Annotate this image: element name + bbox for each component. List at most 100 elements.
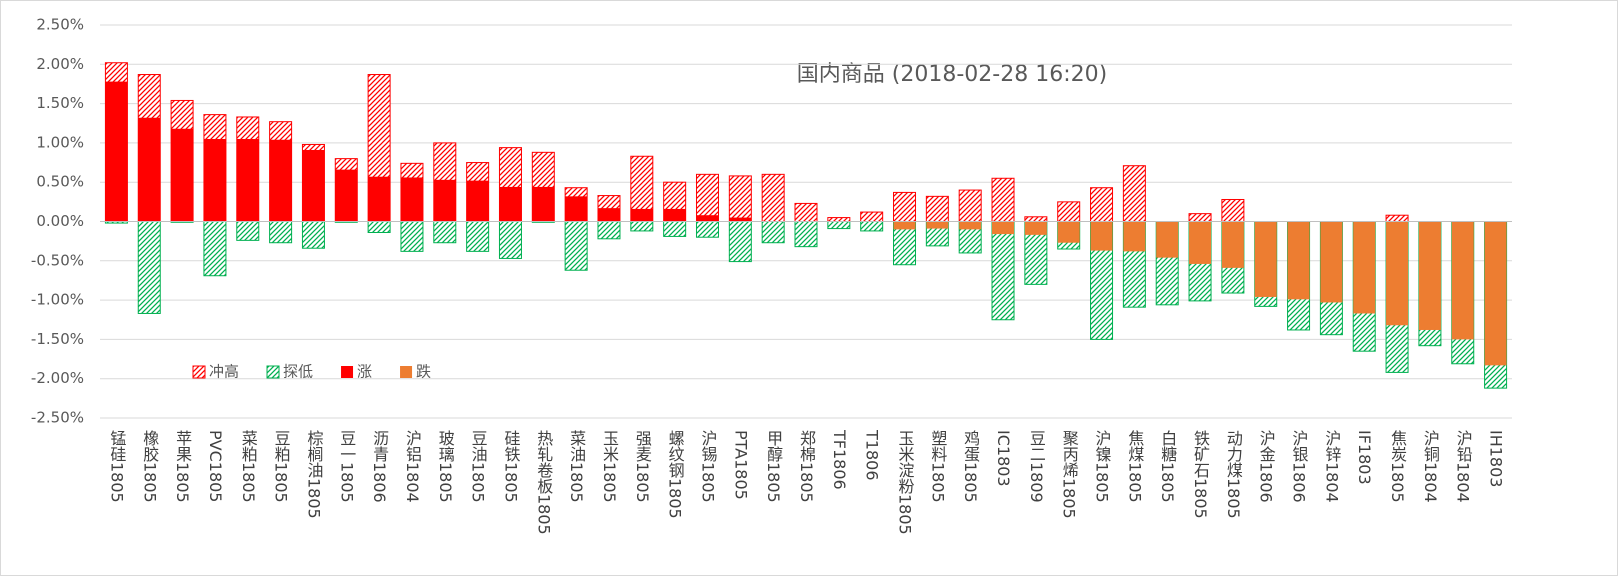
bar [1123,221,1146,252]
bar [860,221,884,232]
bar [269,139,292,222]
bar [1156,221,1179,258]
x-tick-label: 热轧卷板1805 [534,430,554,535]
bar [729,217,752,222]
bar [466,180,489,222]
bar [926,221,949,229]
x-tick-label: 焦炭1805 [1388,430,1408,503]
x-tick-label: 聚丙烯1805 [1059,430,1079,519]
bar [761,173,785,222]
legend-swatch [400,366,413,378]
bar [335,169,358,222]
bar [171,128,194,222]
x-tick-label: 沪铝1804 [402,430,422,503]
bar [368,176,391,222]
bar [663,208,686,222]
bar [794,202,818,222]
y-tick-label: 0.50% [36,173,84,191]
legend-label: 跌 [416,363,431,381]
x-tick-label: 沥青1806 [370,430,390,503]
bar [1287,221,1310,300]
bar [827,217,851,223]
bar [1090,187,1114,222]
x-tick-label: 动力煤1805 [1223,430,1243,519]
x-tick-label: 菜粕1805 [238,430,258,503]
bar [498,221,522,259]
y-tick-label: -2.50% [31,409,84,427]
x-tick-label: PTA1805 [731,430,751,500]
x-tick-label: 沪镍1805 [1092,430,1112,503]
bar [1353,221,1376,314]
bar [761,221,785,244]
x-tick-label: 玉米淀粉1805 [895,430,915,535]
bar [301,221,325,249]
bar [992,221,1015,235]
y-tick-label: 2.00% [36,55,84,73]
legend-swatch [266,365,280,379]
bar [991,221,1015,321]
bar [236,221,260,241]
x-tick-label: 豆油1805 [468,430,488,503]
bar [1320,221,1343,303]
bar [597,208,620,222]
x-tick-label: 沪锡1805 [698,430,718,503]
legend-label: 探低 [283,363,313,381]
bar [138,117,161,222]
bar [433,221,457,244]
x-tick-label: 螺纹钢1805 [665,430,685,519]
bar [630,221,654,232]
x-tick-label: IH1803 [1486,430,1506,488]
bar [1057,221,1080,243]
bar [203,138,226,222]
bar [695,173,719,222]
bar [991,177,1015,223]
y-tick-label: -0.50% [31,251,84,269]
bar [1024,216,1048,222]
bar [1484,221,1507,366]
bar [728,175,752,223]
bar [105,81,128,222]
x-tick-label: TF1806 [829,430,849,490]
x-tick-label: 甲醇1805 [764,430,784,503]
bar [1024,221,1047,235]
x-tick-label: 玻璃1805 [435,430,455,503]
bar [203,221,227,277]
x-tick-label: PVC1805 [205,430,225,503]
bar [893,221,916,230]
bar [959,221,982,230]
bar [433,179,456,222]
bar [893,191,917,222]
bar [1418,221,1441,330]
bar [1221,221,1244,268]
bar [958,189,982,222]
bar [1221,198,1245,223]
x-tick-label: 棕榈油1805 [304,430,324,519]
x-tick-label: T1806 [862,430,882,481]
bar [1451,221,1474,340]
y-tick-label: 1.00% [36,133,84,151]
bar [794,221,818,248]
bar [1385,214,1409,223]
bar [269,221,293,244]
x-tick-label: 豆一1805 [337,430,357,503]
x-tick-label: 豆二1809 [1026,430,1046,503]
x-tick-label: 焦煤1805 [1125,430,1145,503]
x-tick-label: 玉米1805 [599,430,619,503]
bar [1254,221,1277,297]
bar [630,208,653,222]
bar [565,196,588,222]
bar [532,186,555,222]
x-tick-label: 锰硅1805 [107,430,127,503]
y-tick-label: 0.00% [36,212,84,230]
bar [1188,213,1212,222]
bar [925,195,949,223]
y-tick-label: -1.00% [31,291,84,309]
bar [466,221,490,252]
x-tick-label: 沪金1806 [1256,430,1276,503]
y-tick-label: -2.00% [31,369,84,387]
bar [695,221,719,238]
x-tick-label: 沪铅1804 [1453,430,1473,503]
x-tick-label: 沪锌1804 [1322,430,1342,503]
legend-label: 冲高 [209,363,239,381]
